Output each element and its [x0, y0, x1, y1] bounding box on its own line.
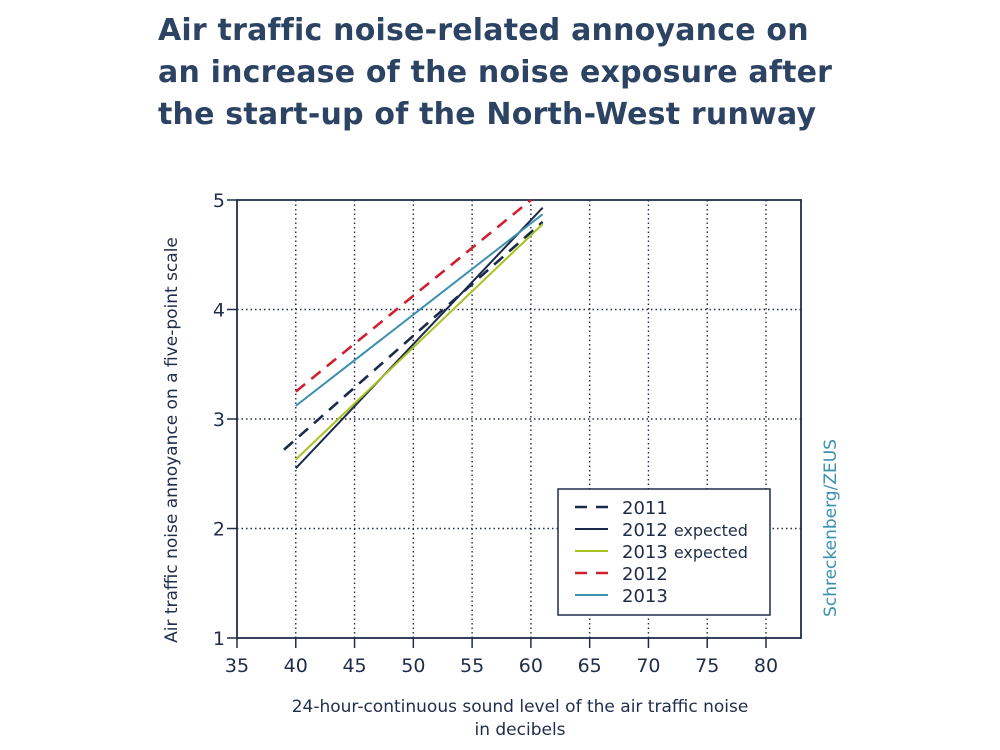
legend-year: 2012: [622, 520, 668, 541]
legend-entry-0: 2011: [622, 498, 668, 519]
title-line-2: an increase of the noise exposure after: [158, 55, 833, 90]
x-axis-label-line-2: in decibels: [474, 720, 565, 740]
series-line-2013-expected: [295, 223, 544, 461]
x-axis-label-line-1: 24-hour-continuous sound level of the ai…: [292, 697, 749, 717]
y-axis-label: Air traffic noise annoyance on a five-po…: [162, 237, 182, 643]
source-credit: Schreckenberg/ZEUS: [821, 439, 841, 617]
legend-year: 2013: [622, 586, 668, 607]
chart-title: Air traffic noise-related annoyance on a…: [158, 10, 858, 136]
legend-year: 2012: [622, 564, 668, 585]
legend-entry-3: 2012: [622, 564, 668, 585]
x-tick-label-80: 80: [754, 655, 778, 677]
x-tick-label-70: 70: [636, 655, 660, 677]
legend-entry-4: 2013: [622, 586, 668, 607]
x-tick-label-75: 75: [695, 655, 719, 677]
x-tick-label-55: 55: [460, 655, 484, 677]
x-tick-label-65: 65: [578, 655, 602, 677]
series-lines: [283, 198, 544, 469]
legend-suffix: expected: [674, 521, 748, 540]
y-tick-label-3: 3: [213, 409, 225, 431]
legend-entry-2: 2013 expected: [622, 542, 748, 563]
series-line-2011-dashed: [283, 220, 544, 451]
legend-year: 2011: [622, 498, 668, 519]
legend-suffix: expected: [674, 543, 748, 562]
y-tick-label-2: 2: [213, 519, 225, 541]
plot-frame: [236, 199, 802, 639]
series-line-2012-dashed: [294, 198, 532, 393]
y-tick-label-5: 5: [213, 190, 225, 212]
x-tick-label-45: 45: [342, 655, 366, 677]
title-line-3: the start-up of the North-West runway: [158, 97, 817, 132]
series-line-2012-expected: [295, 206, 544, 469]
series-line-2013: [295, 213, 544, 407]
x-tick-label-60: 60: [519, 655, 543, 677]
x-tick-label-40: 40: [284, 655, 308, 677]
x-tick-label-50: 50: [401, 655, 425, 677]
x-tick-label-35: 35: [225, 655, 249, 677]
title-line-1: Air traffic noise-related annoyance on: [158, 13, 809, 48]
legend-year: 2013: [622, 542, 668, 563]
y-tick-label-1: 1: [213, 628, 225, 650]
legend-entry-1: 2012 expected: [622, 520, 748, 541]
y-tick-label-4: 4: [213, 300, 225, 322]
